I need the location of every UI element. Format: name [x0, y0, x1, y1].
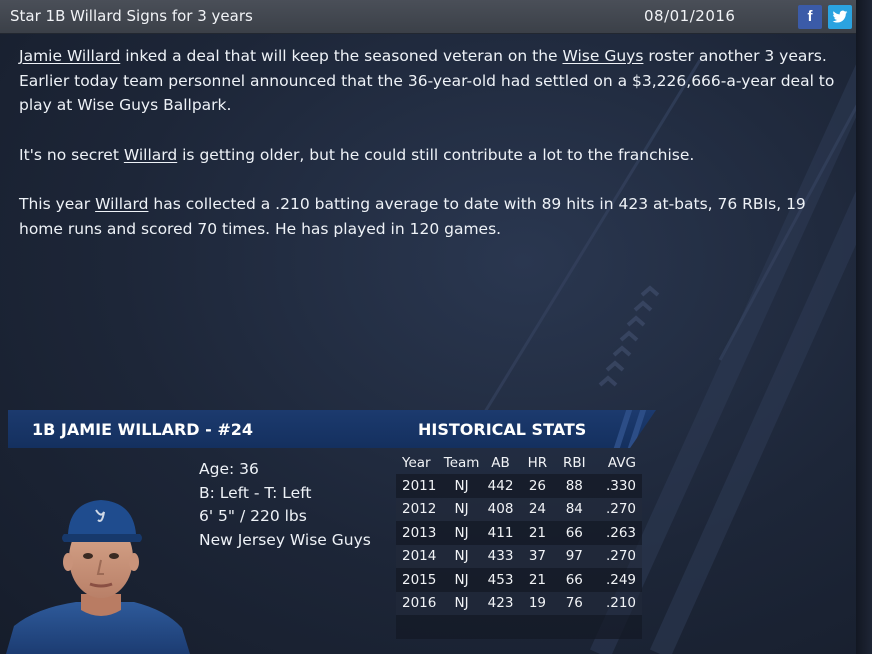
stat-hr: 21: [528, 524, 547, 541]
twitter-icon: [832, 10, 848, 23]
stat-rbi: 76: [565, 595, 583, 612]
stat-rbi: 97: [565, 548, 583, 565]
stats-row: 2013 NJ 411 21 66 .263: [396, 521, 642, 545]
stat-team: NJ: [454, 501, 469, 518]
stats-row: 2015 NJ 453 21 66 .249: [396, 568, 642, 592]
column-header-ab[interactable]: AB: [491, 455, 510, 471]
stat-year: 2012: [402, 501, 437, 518]
stat-ab: 408: [487, 501, 514, 518]
stat-ab: 442: [487, 477, 514, 494]
player-age: Age: 36: [199, 460, 259, 478]
stats-row: 2016 NJ 423 19 76 .210: [396, 591, 642, 615]
stat-ab: 433: [487, 548, 514, 565]
article-text: has collected a .210 batting average to …: [19, 195, 806, 238]
stats-row: 2014 NJ 433 37 97 .270: [396, 544, 642, 568]
stat-hr: 19: [528, 595, 547, 612]
article-text: is getting older, but he could still con…: [177, 145, 695, 164]
column-header-hr[interactable]: HR: [527, 455, 548, 471]
stat-avg: .210: [605, 595, 636, 612]
stat-ab: 423: [487, 595, 514, 612]
twitter-share-button[interactable]: [828, 5, 852, 29]
article-text: This year: [19, 195, 96, 213]
stat-hr: 37: [528, 548, 547, 565]
stats-row: 2011 NJ 442 26 88 .330: [396, 474, 642, 498]
stat-avg: .270: [605, 501, 636, 518]
column-header-rbi[interactable]: RBI: [563, 455, 586, 471]
article-headline: Star 1B Willard Signs for 3 years: [10, 7, 253, 25]
article-title-bar: Star 1B Willard Signs for 3 years 08/01/…: [0, 0, 856, 34]
stat-avg: .330: [605, 477, 636, 494]
article-date: 08/01/2016: [644, 7, 736, 25]
stat-ab: 453: [487, 571, 514, 588]
stat-rbi: 66: [565, 571, 583, 588]
stat-team: NJ: [454, 548, 469, 565]
stat-hr: 26: [528, 477, 547, 494]
stat-year: 2015: [402, 571, 437, 588]
article-text: It's no secret: [19, 145, 124, 164]
facebook-icon: f: [807, 8, 813, 25]
stat-rbi: 66: [565, 524, 583, 541]
scrollbar-track[interactable]: [856, 0, 872, 654]
stat-hr: 24: [528, 501, 547, 518]
article-paragraph: Jamie Willard inked a deal that will kee…: [19, 44, 839, 118]
stat-avg: .249: [605, 571, 636, 588]
team-link[interactable]: Wise Guys: [562, 47, 644, 65]
stat-team: NJ: [454, 571, 469, 588]
stat-avg: .263: [605, 524, 636, 541]
player-team: New Jersey Wise Guys: [199, 530, 371, 549]
article-text: roster another 3 years. Earlier today te…: [19, 47, 835, 114]
article-paragraph: This year Willard has collected a .210 b…: [19, 192, 839, 241]
stat-hr: 21: [528, 571, 547, 588]
stats-row: 2012 NJ 408 24 84 .270: [396, 497, 642, 521]
stat-team: NJ: [454, 595, 469, 612]
article-paragraph: It's no secret Willard is getting older,…: [19, 143, 839, 168]
article-text: inked a deal that will keep the seasoned…: [120, 47, 563, 65]
stat-year: 2011: [402, 477, 437, 494]
stat-year: 2014: [402, 548, 437, 565]
article-body: Jamie Willard inked a deal that will kee…: [19, 44, 839, 266]
stat-team: NJ: [454, 524, 469, 541]
player-height-weight: 6' 5" / 220 lbs: [199, 507, 307, 525]
historical-stats-title: HISTORICAL STATS: [418, 420, 587, 439]
facebook-share-button[interactable]: f: [798, 5, 822, 29]
player-avatar: [6, 490, 190, 654]
stat-avg: .270: [605, 548, 636, 565]
column-header-avg[interactable]: AVG: [607, 455, 636, 471]
stat-rbi: 88: [565, 477, 583, 494]
player-bats-throws: B: Left - T: Left: [199, 483, 312, 502]
stats-empty-row: [396, 615, 642, 639]
stats-header-row: Year Team AB HR RBI AVG: [396, 452, 642, 474]
player-link[interactable]: Jamie Willard: [19, 47, 121, 65]
column-header-year[interactable]: Year: [402, 455, 431, 471]
stat-year: 2013: [402, 524, 437, 541]
player-card-header: [8, 410, 656, 448]
player-link[interactable]: Willard: [95, 195, 149, 213]
stat-rbi: 84: [565, 501, 583, 518]
historical-stats-table: Year Team AB HR RBI AVG 2011 NJ 442 26 8…: [396, 452, 642, 639]
player-link[interactable]: Willard: [123, 145, 178, 164]
column-header-team[interactable]: Team: [443, 455, 480, 471]
player-card-title[interactable]: 1B JAMIE WILLARD - #24: [32, 420, 254, 439]
stat-year: 2016: [402, 595, 437, 612]
stat-team: NJ: [454, 477, 469, 494]
player-bio: Age: 36 B: Left - T: Left 6' 5" / 220 lb…: [199, 458, 371, 552]
stat-ab: 411: [487, 524, 514, 541]
